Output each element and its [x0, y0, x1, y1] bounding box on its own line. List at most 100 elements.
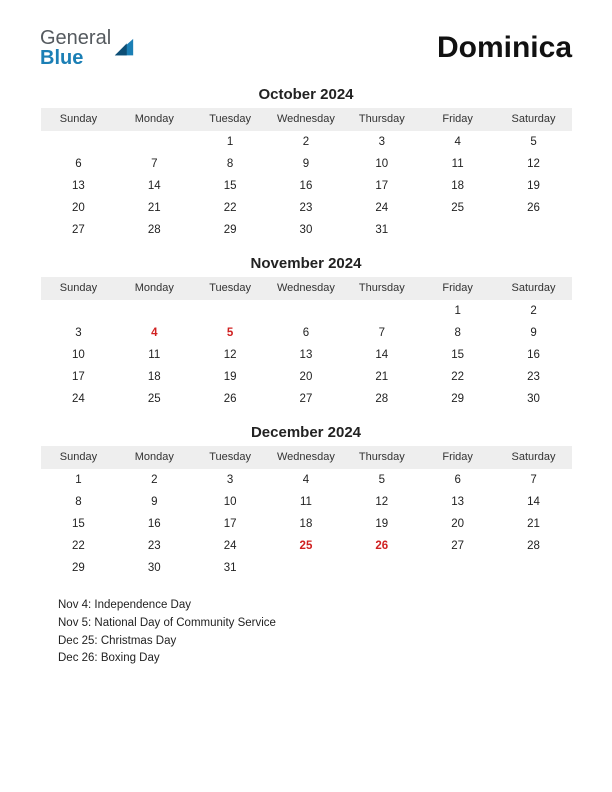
- month-title: December 2024: [40, 424, 572, 441]
- calendar-cell: 23: [496, 366, 572, 388]
- calendar-cell: 20: [41, 197, 117, 219]
- calendar-cell: 24: [41, 388, 117, 410]
- calendar-cell: [268, 300, 344, 323]
- calendar-cell: 17: [41, 366, 117, 388]
- logo: General Blue: [40, 28, 135, 68]
- calendar-cell: 10: [41, 344, 117, 366]
- page-title: Dominica: [437, 31, 572, 65]
- calendar-cell: 29: [192, 219, 268, 241]
- calendar-cell: 23: [116, 535, 192, 557]
- calendar-row: 15161718192021: [41, 513, 572, 535]
- logo-word-blue: Blue: [40, 47, 83, 69]
- calendar-cell: 21: [116, 197, 192, 219]
- calendar-cell: 13: [420, 491, 496, 513]
- weekday-header: Monday: [116, 277, 192, 300]
- calendar-cell: [268, 557, 344, 579]
- weekday-header: Monday: [116, 446, 192, 469]
- calendar-row: 1234567: [41, 469, 572, 492]
- calendar-cell: 4: [268, 469, 344, 492]
- month-title: October 2024: [40, 86, 572, 103]
- calendar-cell: 15: [420, 344, 496, 366]
- calendar-cell: 5: [344, 469, 420, 492]
- calendar-cell: 22: [192, 197, 268, 219]
- calendar-cell: 7: [344, 322, 420, 344]
- calendar-cell: 10: [344, 153, 420, 175]
- calendar-cell: [41, 131, 117, 154]
- calendar-cell: 25: [116, 388, 192, 410]
- calendar-cell: 18: [420, 175, 496, 197]
- calendar-cell: 20: [420, 513, 496, 535]
- calendar-cell: 27: [268, 388, 344, 410]
- calendar-cell: 27: [41, 219, 117, 241]
- calendar-cell: [116, 131, 192, 154]
- calendar-cell: 10: [192, 491, 268, 513]
- calendar-cell: 11: [116, 344, 192, 366]
- calendar-cell: 24: [192, 535, 268, 557]
- calendar-cell: 31: [192, 557, 268, 579]
- calendar-cell: 14: [344, 344, 420, 366]
- calendar-cell: 15: [41, 513, 117, 535]
- triangle-icon: [113, 37, 135, 59]
- weekday-header: Saturday: [496, 108, 572, 131]
- calendar-cell: 12: [344, 491, 420, 513]
- calendar-cell: [420, 219, 496, 241]
- calendar-cell: 6: [41, 153, 117, 175]
- month-block: December 2024SundayMondayTuesdayWednesda…: [40, 424, 572, 579]
- calendar-cell: 9: [496, 322, 572, 344]
- calendar-cell: 22: [41, 535, 117, 557]
- weekday-header: Friday: [420, 277, 496, 300]
- calendar-cell: 11: [420, 153, 496, 175]
- calendar-cell: 22: [420, 366, 496, 388]
- calendar-cell: 19: [496, 175, 572, 197]
- calendar-cell: 1: [420, 300, 496, 323]
- calendar-cell: 6: [420, 469, 496, 492]
- weekday-header: Sunday: [41, 446, 117, 469]
- calendar-cell: 8: [41, 491, 117, 513]
- calendar-cell: 18: [116, 366, 192, 388]
- calendar-cell: 8: [192, 153, 268, 175]
- calendars-container: October 2024SundayMondayTuesdayWednesday…: [40, 86, 572, 579]
- holiday-list: Nov 4: Independence DayNov 5: National D…: [40, 597, 572, 668]
- calendar-cell: 2: [496, 300, 572, 323]
- calendar-row: 22232425262728: [41, 535, 572, 557]
- calendar-cell: 12: [496, 153, 572, 175]
- calendar-cell: 5: [496, 131, 572, 154]
- calendar-cell: 24: [344, 197, 420, 219]
- calendar-cell: 29: [420, 388, 496, 410]
- calendar-cell: 16: [496, 344, 572, 366]
- calendar-row: 13141516171819: [41, 175, 572, 197]
- calendar-cell: 2: [116, 469, 192, 492]
- calendar-cell: [192, 300, 268, 323]
- calendar-cell: 19: [192, 366, 268, 388]
- calendar-cell: 14: [496, 491, 572, 513]
- calendar-cell: 18: [268, 513, 344, 535]
- calendar-cell: 9: [116, 491, 192, 513]
- logo-word-general: General: [40, 27, 111, 49]
- calendar-cell: 26: [192, 388, 268, 410]
- holiday-line: Dec 26: Boxing Day: [58, 650, 572, 668]
- calendar-cell: 30: [116, 557, 192, 579]
- calendar-cell: 15: [192, 175, 268, 197]
- weekday-header: Saturday: [496, 277, 572, 300]
- calendar-cell: 1: [192, 131, 268, 154]
- calendar-cell: [344, 557, 420, 579]
- calendar-cell: [344, 300, 420, 323]
- calendar-row: 12: [41, 300, 572, 323]
- calendar-cell: 21: [344, 366, 420, 388]
- calendar-cell: 21: [496, 513, 572, 535]
- weekday-header: Tuesday: [192, 108, 268, 131]
- calendar-cell: 13: [268, 344, 344, 366]
- calendar-cell: 26: [496, 197, 572, 219]
- calendar-cell: 1: [41, 469, 117, 492]
- holiday-line: Nov 5: National Day of Community Service: [58, 615, 572, 633]
- calendar-cell: 16: [116, 513, 192, 535]
- calendar-cell: 19: [344, 513, 420, 535]
- month-title: November 2024: [40, 255, 572, 272]
- weekday-header: Sunday: [41, 277, 117, 300]
- calendar-cell: 3: [344, 131, 420, 154]
- calendar-cell: 20: [268, 366, 344, 388]
- calendar-cell: 11: [268, 491, 344, 513]
- weekday-header: Thursday: [344, 446, 420, 469]
- calendar-cell: 7: [496, 469, 572, 492]
- logo-text: General Blue: [40, 28, 111, 68]
